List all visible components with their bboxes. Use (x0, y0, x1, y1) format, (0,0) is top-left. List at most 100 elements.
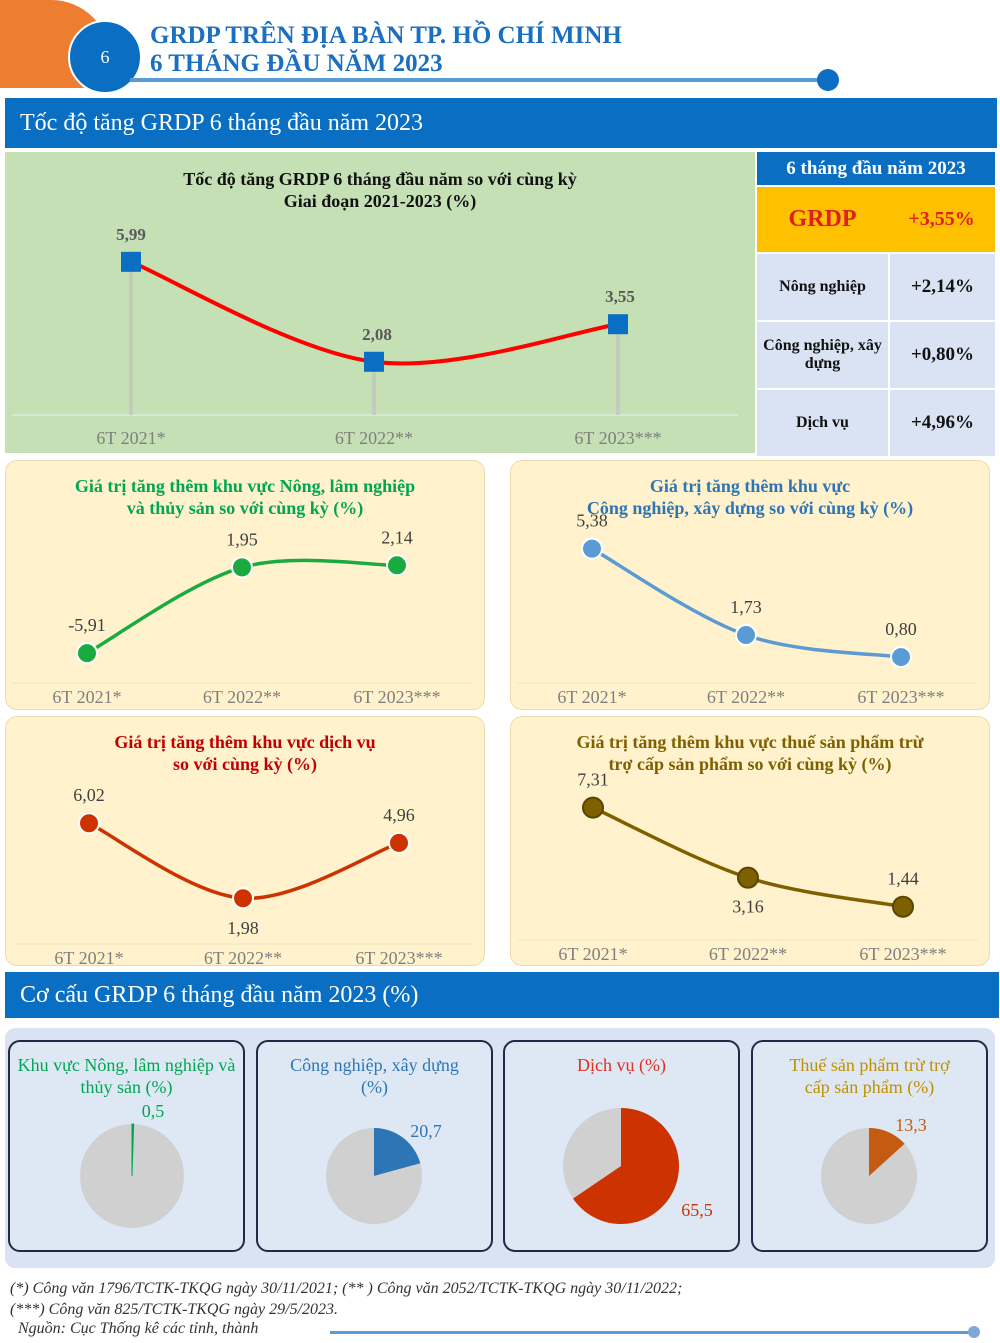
product-tax-chart-panel: Giá trị tăng thêm khu vực thuế sản phẩm … (510, 716, 990, 966)
data-point (582, 796, 604, 819)
data-label: 0,80 (885, 619, 917, 639)
section-banner-structure: Cơ cấu GRDP 6 tháng đầu năm 2023 (%) (5, 972, 999, 1018)
data-label: 2,14 (381, 527, 413, 547)
data-label: 3,16 (732, 897, 764, 917)
x-tick-label: 6T 2022** (335, 428, 413, 448)
footer-rule-dot (968, 1326, 980, 1338)
summary-row-label: Nông nghiệp (757, 254, 888, 320)
data-point (581, 537, 603, 560)
data-point (231, 556, 253, 579)
summary-row: Nông nghiệp +2,14% (757, 254, 995, 320)
chart-title-line2: và thủy sản so với cùng kỳ (%) (126, 498, 364, 518)
pie-title: Thuế sản phẩm trừ trợ cấp sản phẩm (%) (789, 1055, 950, 1097)
data-point (121, 251, 141, 272)
pie-slice (374, 1128, 421, 1176)
grdp-value: +3,55% (908, 208, 975, 230)
header-rule-dot (817, 69, 839, 91)
x-tick-label: 6T 2023*** (574, 428, 661, 448)
data-point (386, 554, 408, 577)
data-point (364, 351, 384, 372)
summary-row-value: +4,96% (890, 390, 995, 456)
pie-slice (573, 1108, 679, 1224)
data-point (890, 646, 912, 669)
pie-title: Công nghiệp, xây dựng (%) (290, 1055, 459, 1097)
chart-title-line2: Công nghiệp, xây dựng so với cùng kỳ (%) (586, 498, 914, 518)
chart-title-line1: Tốc độ tăng GRDP 6 tháng đầu năm so với … (183, 169, 577, 189)
page-number-badge: 6 (68, 20, 142, 94)
chart-title-line1: Giá trị tăng thêm khu vực Nông, lâm nghi… (74, 476, 416, 496)
industry-chart-panel: Giá trị tăng thêm khu vực Công nghiệp, xâ… (510, 460, 990, 710)
pie-slice (131, 1123, 135, 1177)
source-note: Nguồn: Cục Thống kê các tỉnh, thành (18, 1320, 259, 1337)
data-point (892, 895, 914, 918)
chart-title-line2: trợ cấp sản phẩm so với cùng kỳ (%) (608, 754, 892, 774)
data-label: 5,99 (116, 225, 146, 244)
x-tick-label: 6T 2023*** (355, 948, 442, 968)
pie-title: Dịch vụ (%) (577, 1055, 666, 1075)
data-label: -5,91 (68, 615, 106, 635)
x-tick-label: 6T 2022** (709, 944, 787, 964)
summary-row-label: Dịch vụ (757, 390, 888, 456)
x-tick-label: 6T 2021* (52, 687, 121, 707)
data-label: 1,95 (226, 529, 258, 549)
chart-title-line1: Giá trị tăng thêm khu vực thuế sản phẩm … (576, 732, 924, 752)
chart-title-line2: so với cùng kỳ (%) (173, 754, 317, 774)
grdp-label: GRDP (788, 206, 857, 232)
data-label: 3,55 (605, 287, 635, 306)
x-tick-label: 6T 2021* (96, 428, 165, 448)
chart-title: Tốc độ tăng GRDP 6 tháng đầu năm so với … (5, 168, 755, 212)
data-label: 1,73 (730, 597, 762, 617)
x-tick-label: 6T 2022** (203, 687, 281, 707)
x-tick-label: 6T 2021* (558, 944, 627, 964)
pie-slice (869, 1128, 905, 1176)
footnote-1: (*) Công văn 1796/TCTK-TKQG ngày 30/11/2… (10, 1280, 683, 1297)
pie-data-label: 0,5 (142, 1101, 165, 1121)
data-label: 4,96 (383, 805, 415, 825)
chart-title-line2: Giai đoạn 2021-2023 (%) (283, 191, 477, 211)
data-point (608, 314, 628, 335)
x-tick-label: 6T 2021* (54, 948, 123, 968)
summary-header: 6 tháng đầu năm 2023 (757, 152, 995, 185)
series-line (130, 259, 619, 366)
summary-row-value: +2,14% (890, 254, 995, 320)
x-tick-label: 6T 2022** (204, 948, 282, 968)
data-label: 1,44 (887, 869, 919, 889)
data-point (232, 887, 254, 910)
summary-row: Công nghiệp, xây dựng +0,80% (757, 322, 995, 388)
data-label: 1,98 (227, 918, 259, 938)
x-tick-label: 6T 2023*** (859, 944, 946, 964)
pie-data-label: 65,5 (681, 1200, 713, 1220)
series-line (88, 821, 400, 900)
pie-title: Khu vực Nông, lâm nghiệp và thủy sản (%) (17, 1055, 236, 1097)
section-title: Tốc độ tăng GRDP 6 tháng đầu năm 2023 (20, 109, 424, 136)
summary-header-text: 6 tháng đầu năm 2023 (786, 157, 966, 179)
chart-title: Giá trị tăng thêm khu vực thuế sản phẩm … (511, 731, 989, 775)
chart-title: Giá trị tăng thêm khu vực dịch vụ so với … (6, 731, 484, 775)
data-point (76, 642, 98, 665)
data-label: 2,08 (362, 325, 392, 344)
chart-title: Giá trị tăng thêm khu vực Nông, lâm nghi… (6, 475, 484, 519)
x-tick-label: 6T 2023*** (857, 687, 944, 707)
page-number: 6 (100, 46, 110, 67)
section-banner-growth: Tốc độ tăng GRDP 6 tháng đầu năm 2023 (5, 98, 997, 148)
chart-title-line1: Giá trị tăng thêm khu vực dịch vụ (114, 732, 376, 752)
page-title: GRDP TRÊN ĐỊA BÀN TP. HỒ CHÍ MINH 6 THÁN… (150, 22, 622, 78)
title-line1: GRDP TRÊN ĐỊA BÀN TP. HỒ CHÍ MINH (150, 22, 622, 49)
x-tick-label: 6T 2021* (557, 687, 626, 707)
summary-row-value: +0,80% (890, 322, 995, 388)
data-label: 7,31 (577, 770, 609, 790)
data-point (388, 831, 410, 854)
data-point (737, 866, 759, 889)
footer-rule (330, 1331, 975, 1334)
summary-row: Dịch vụ +4,96% (757, 390, 995, 456)
summary-row-label: Công nghiệp, xây dựng (757, 322, 888, 388)
data-point (735, 624, 757, 647)
pie-data-label: 13,3 (895, 1115, 927, 1135)
data-label: 6,02 (73, 785, 105, 805)
chart-title: Giá trị tăng thêm khu vực Công nghiệp, xâ… (511, 475, 989, 519)
series-line (592, 806, 904, 909)
pie-data-label: 20,7 (410, 1121, 442, 1141)
data-label: 5,38 (576, 511, 608, 531)
